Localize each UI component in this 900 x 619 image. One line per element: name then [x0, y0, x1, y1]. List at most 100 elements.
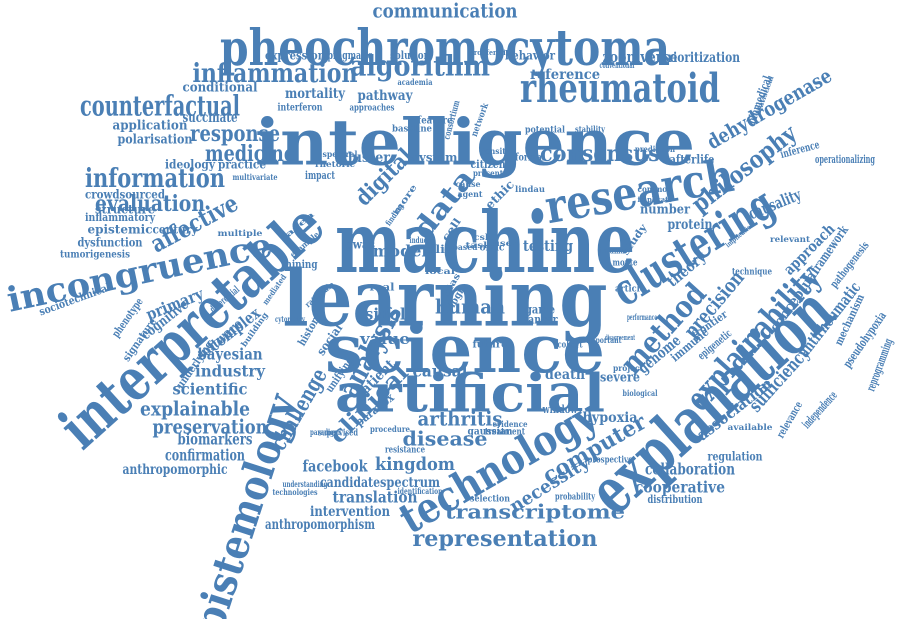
word-collaboration: collaboration — [645, 460, 735, 479]
word-paradigm: paradigm — [310, 427, 340, 437]
word-scientific: scientific — [173, 380, 248, 399]
word-evaluation: evaluation — [95, 191, 205, 217]
word-mining: mining — [283, 258, 318, 271]
word-disagreement: disagreement — [605, 333, 635, 342]
word-inflammation: inflammation — [193, 59, 358, 89]
word-performance: performance — [627, 312, 657, 322]
word-practice: practice — [218, 158, 266, 172]
word-implicate: implicate — [638, 195, 674, 204]
word-procedure: procedure — [370, 424, 410, 434]
word-intervention: intervention — [310, 504, 390, 520]
word-technique: technique — [732, 268, 772, 278]
word-resistance: resistance — [385, 446, 425, 456]
word-conditional: conditional — [183, 81, 258, 96]
word-intelligence: intelligence — [255, 106, 695, 181]
word-dysfunction: dysfunction — [78, 236, 143, 250]
word-gaussian: gaussian — [468, 427, 514, 438]
word-impact: impact — [305, 169, 336, 182]
word-crowdsourced: crowdsourced — [85, 188, 166, 202]
word-local: local — [425, 266, 455, 276]
word-prioritization: prioritization — [660, 50, 740, 66]
word-succinate: succinate — [183, 110, 238, 126]
word-probability: probability — [555, 493, 596, 503]
word-understanding: understanding — [283, 479, 328, 489]
word-cancer: cancer — [523, 313, 559, 327]
word-pheochromocytoma: pheochromocytoma — [220, 18, 670, 77]
word-spectral: spectral — [323, 149, 358, 159]
word-disease: disease — [403, 427, 488, 451]
word-user: user — [493, 238, 519, 248]
word-learning: learning — [283, 254, 608, 345]
word-anthropomorphism: anthropomorphism — [265, 517, 375, 533]
word-cslc: cslc — [474, 232, 494, 242]
word-algorithm: algorithm — [350, 50, 490, 83]
word-response: response — [190, 121, 280, 147]
word-proliferation: proliferation — [470, 48, 515, 57]
word-application: application — [113, 119, 188, 134]
word-epistemic: epistemic — [88, 223, 153, 237]
word-kingdom: kingdom — [375, 454, 455, 475]
word-cilia: cilia — [423, 243, 453, 256]
word-project: project — [613, 363, 643, 373]
word-task: task — [466, 240, 492, 250]
word-pragmatic: pragmatic — [328, 49, 373, 62]
word-common: common — [638, 184, 673, 194]
word-citizen: citizen — [471, 158, 506, 171]
word-biological: biological — [623, 388, 658, 398]
word-stability: stability — [575, 124, 605, 134]
word-important: important — [587, 335, 622, 345]
word-facebook: facebook — [303, 457, 369, 476]
word-distribution: distribution — [648, 493, 703, 506]
word-cooperative: cooperative — [635, 478, 725, 497]
word-induced: induced — [410, 235, 435, 245]
word-evidence: evidence — [493, 419, 528, 429]
word-cytometry: cytometry — [275, 314, 305, 324]
word-causal: causal — [413, 362, 468, 381]
word-information: information — [85, 164, 225, 194]
word-science: science — [325, 310, 605, 388]
word-independence: independence — [799, 388, 840, 431]
word-tumorigenesis: tumorigenesis — [60, 250, 130, 261]
word-available: available — [728, 422, 773, 432]
word-selection: selection — [470, 495, 510, 505]
word-inflammatory: inflammatory — [85, 211, 156, 224]
word-monte: monte — [613, 259, 638, 269]
word-conventional: conventional — [600, 60, 635, 70]
word-operationalizing: operationalizing — [815, 153, 875, 166]
word-number: number — [640, 203, 690, 218]
word-candidate: candidate — [320, 475, 380, 491]
word-biomarkers: biomarkers — [178, 430, 253, 449]
word-polarisation: polarisation — [118, 133, 193, 148]
word-approaches: approaches — [350, 104, 395, 114]
word-hypoxia: hypoxia — [583, 410, 638, 426]
word-zooniverse: zooniverse — [603, 48, 678, 66]
word-model: model — [373, 242, 428, 261]
word-spectrum: spectrum — [380, 475, 440, 491]
word-article: article — [615, 285, 645, 295]
word-treatment: treatment — [485, 428, 526, 438]
word-human: human — [435, 295, 505, 319]
word-based: based — [453, 242, 478, 252]
word-formal: formal — [515, 153, 545, 164]
word-reference: reference — [530, 67, 600, 83]
word-lindau: lindau — [515, 184, 545, 194]
word-century: century — [153, 223, 199, 237]
word-behavior: behavior — [505, 49, 556, 63]
word-protein: protein — [668, 217, 713, 233]
word-counterfactual: counterfactual — [80, 90, 240, 123]
word-identification: identification — [398, 486, 443, 496]
word-cause: cause — [456, 179, 481, 189]
word-game: game — [525, 303, 555, 317]
word-interferon: interferon — [278, 103, 324, 114]
word-medicine: medicine — [205, 141, 295, 167]
word-machine: machine — [335, 193, 635, 292]
word-single: single — [365, 305, 415, 324]
word-gwas: gwas — [345, 238, 375, 252]
word-explainable: explainable — [140, 397, 250, 421]
word-value: value — [359, 330, 410, 348]
word-arthritis: arthritis — [418, 407, 503, 431]
word-window: window — [542, 403, 578, 416]
word-cohort: cohort — [558, 341, 584, 351]
word-cluster: cluster — [340, 150, 391, 166]
